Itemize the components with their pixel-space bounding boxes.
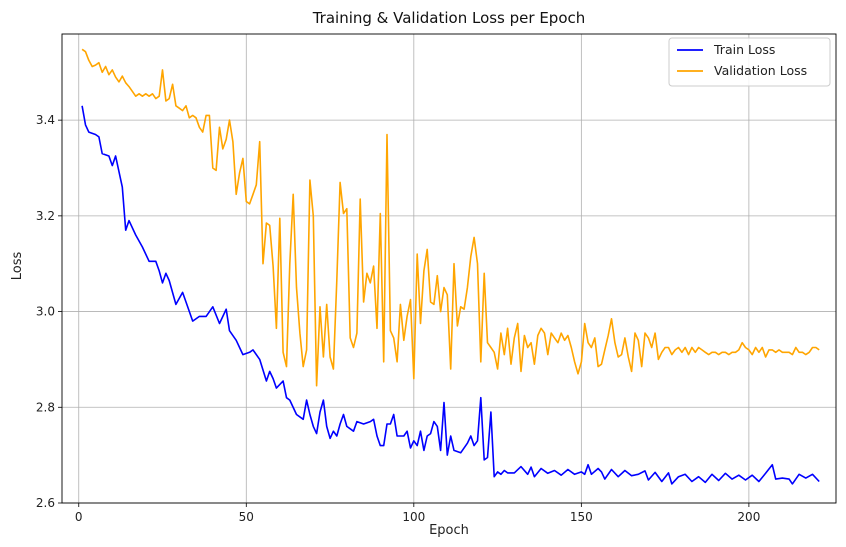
x-tick-label: 100	[402, 510, 425, 524]
x-axis-label: Epoch	[429, 523, 469, 538]
y-tick-label: 3.4	[36, 113, 55, 127]
y-tick-label: 3.2	[36, 209, 55, 223]
x-tick-label: 0	[75, 510, 83, 524]
chart-title: Training & Validation Loss per Epoch	[312, 9, 586, 27]
x-tick-label: 200	[737, 510, 760, 524]
legend-entry: Train Loss	[713, 42, 775, 57]
legend-entry: Validation Loss	[714, 63, 807, 78]
y-axis-label: Loss	[10, 252, 25, 281]
y-tick-label: 2.8	[36, 400, 55, 414]
y-tick-label: 2.6	[36, 496, 55, 510]
x-tick-label: 50	[239, 510, 254, 524]
x-tick-label: 150	[570, 510, 593, 524]
legend: Train Loss Validation Loss	[669, 38, 830, 86]
y-tick-label: 3.0	[36, 305, 55, 319]
